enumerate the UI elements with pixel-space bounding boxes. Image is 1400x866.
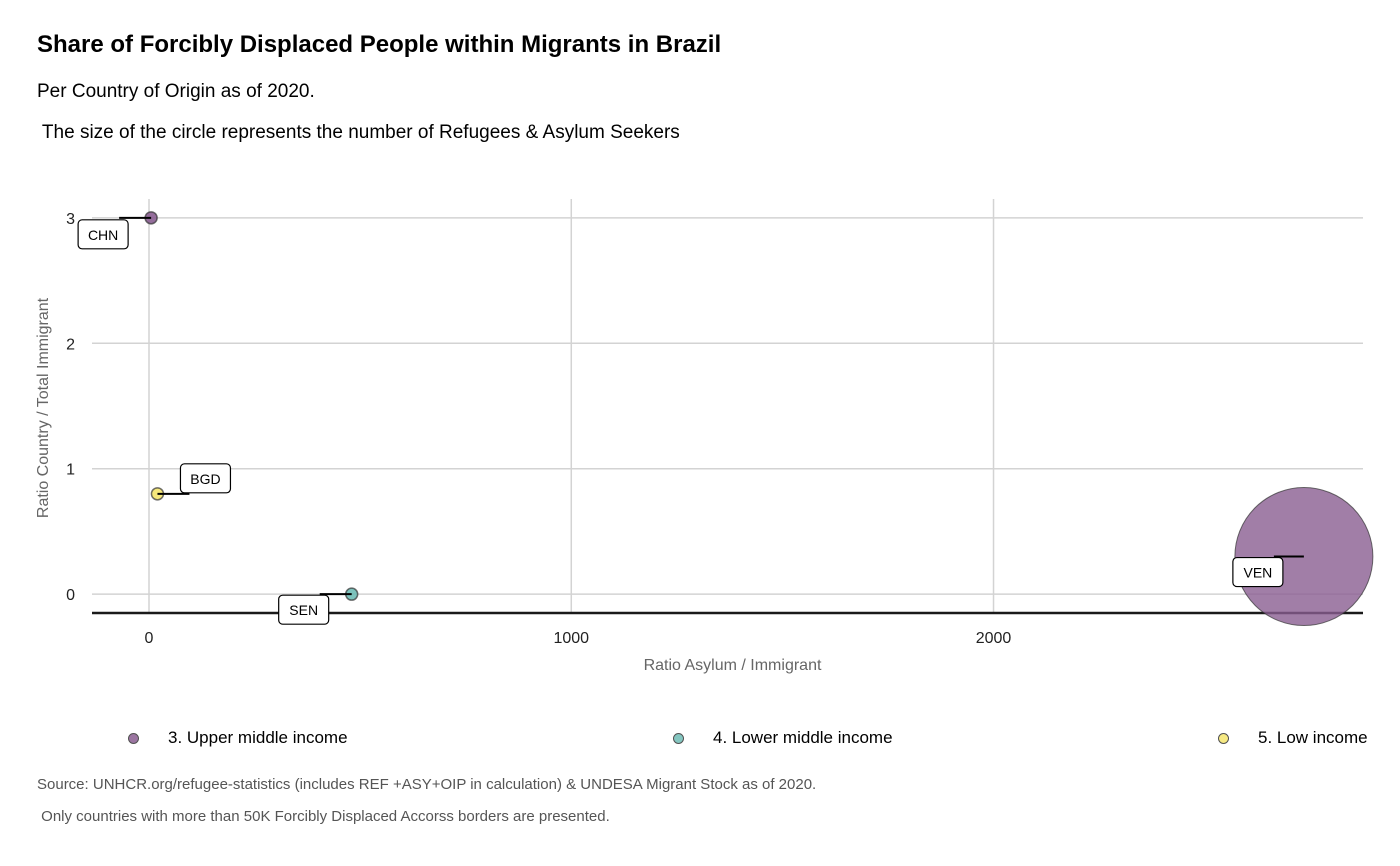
legend-swatch-low-income: [1218, 732, 1229, 744]
note-caption: Only countries with more than 50K Forcib…: [37, 808, 610, 825]
x-tick-labels: 0 1000 2000: [145, 630, 1012, 647]
source-caption: Source: UNHCR.org/refugee-statistics (in…: [37, 776, 817, 793]
legend-swatch-lower-middle-income: [673, 732, 684, 744]
point-label-ven: VEN: [1243, 565, 1272, 581]
label-box-sen: [278, 594, 330, 625]
point-label-bgd: BGD: [190, 471, 220, 487]
chart-title: Share of Forcibly Displaced People withi…: [37, 31, 722, 58]
legend-item-low-income: 5. Low income: [1218, 728, 1368, 748]
chart-subtitle: Per Country of Origin as of 2020.: [37, 81, 315, 102]
label-box-bgd: [179, 463, 232, 494]
legend-item-upper-middle-income: 3. Upper middle income: [128, 728, 348, 748]
legend-label: 3. Upper middle income: [168, 728, 348, 747]
y-axis-label: Ratio Country / Total Immigrant: [35, 297, 52, 518]
legend: 3. Upper middle income 4. Lower middle i…: [0, 728, 1400, 752]
legend-label: 5. Low income: [1258, 728, 1368, 747]
legend-label: 4. Lower middle income: [713, 728, 893, 747]
x-axis-label: Ratio Asylum / Immigrant: [644, 657, 822, 674]
label-box-ven: [1232, 556, 1284, 588]
y-tick-labels: 0 1 2 3: [66, 211, 75, 604]
x-gridlines: [148, 199, 995, 613]
chart-subtitle-size-note: The size of the circle represents the nu…: [37, 122, 680, 143]
legend-swatch-upper-middle-income: [128, 732, 139, 744]
label-box-chn: [77, 219, 129, 250]
point-label-chn: CHN: [88, 227, 118, 243]
y-tick-label: 0: [66, 587, 75, 604]
point-label-sen: SEN: [289, 602, 318, 618]
data-points: [144, 211, 1374, 627]
y-tick-label: 3: [66, 211, 75, 228]
legend-item-lower-middle-income: 4. Lower middle income: [673, 728, 893, 748]
y-gridlines: [92, 217, 1363, 595]
point-labels: CHN BGD SEN VEN: [77, 216, 1304, 625]
x-tick-label: 2000: [976, 630, 1012, 647]
x-tick-label: 1000: [553, 630, 589, 647]
x-tick-label: 0: [145, 630, 154, 647]
y-tick-label: 1: [66, 462, 75, 479]
y-tick-label: 2: [66, 336, 75, 353]
